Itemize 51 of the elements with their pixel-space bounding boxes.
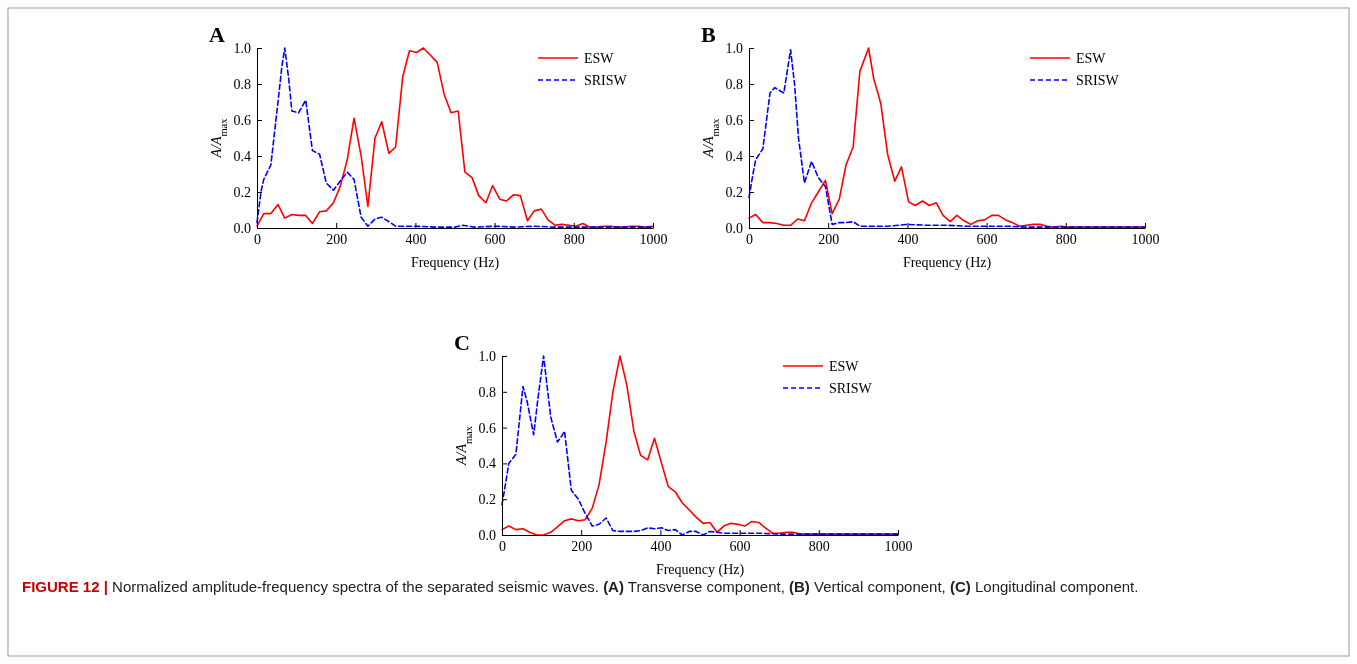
y-tick-label: 0.8 xyxy=(478,384,496,400)
legend-label: SRISW xyxy=(1076,73,1120,88)
line-series xyxy=(501,355,899,536)
x-axis-title: Frequency (Hz) xyxy=(902,255,992,271)
legend-label: ESW xyxy=(584,51,615,66)
y-tick-label: 0.2 xyxy=(725,184,743,200)
legend-label: ESW xyxy=(829,359,860,374)
y-tick-label: 0.8 xyxy=(725,76,743,92)
x-tick-label: 200 xyxy=(818,231,840,247)
y-tick-label: 1.0 xyxy=(233,40,251,56)
legend-label: SRISW xyxy=(829,381,873,396)
x-tick-label: 400 xyxy=(405,231,427,247)
x-tick-label: 1000 xyxy=(884,538,913,554)
y-tick-label: 0.0 xyxy=(478,527,496,543)
y-tick-label: 1.0 xyxy=(478,348,496,364)
y-tick-label: 0.2 xyxy=(233,184,251,200)
x-tick-label: 0 xyxy=(499,538,506,554)
x-tick-label: 800 xyxy=(1055,231,1077,247)
legend-label: SRISW xyxy=(584,73,628,88)
y-tick-label: 0.4 xyxy=(233,148,251,164)
x-tick-label: 600 xyxy=(729,538,751,554)
y-tick-label: 0.4 xyxy=(725,148,743,164)
x-tick-label: 400 xyxy=(897,231,919,247)
x-tick-label: 800 xyxy=(808,538,830,554)
x-tick-label: 400 xyxy=(650,538,672,554)
y-tick-label: 0.2 xyxy=(478,492,496,508)
x-tick-label: 0 xyxy=(746,231,753,247)
chart-title: A xyxy=(209,22,225,47)
x-tick-label: 600 xyxy=(484,231,506,247)
chart-title: B xyxy=(701,22,716,47)
y-tick-label: 0.6 xyxy=(478,420,496,436)
y-tick-label: 0.0 xyxy=(725,220,743,236)
caption: FIGURE 12 | Normalized amplitude-frequency spectra of the separated seismic waves. (A) Transverse component, (B) Vertical component, (C) Longitudinal component. xyxy=(22,578,1139,595)
x-tick-label: 200 xyxy=(571,538,593,554)
y-tick-label: 0.8 xyxy=(233,76,251,92)
y-tick-label: 0.6 xyxy=(233,112,251,128)
y-tick-label: 1.0 xyxy=(725,40,743,56)
x-tick-label: 800 xyxy=(563,231,585,247)
x-tick-label: 200 xyxy=(326,231,348,247)
chart-title: C xyxy=(454,330,470,355)
x-tick-label: 1000 xyxy=(639,231,668,247)
x-tick-label: 0 xyxy=(254,231,261,247)
y-tick-label: 0.4 xyxy=(478,456,496,472)
line-series xyxy=(256,47,654,228)
x-axis-title: Frequency (Hz) xyxy=(410,255,500,271)
y-tick-label: 0.0 xyxy=(233,220,251,236)
legend-label: ESW xyxy=(1076,51,1107,66)
x-tick-label: 600 xyxy=(976,231,998,247)
x-axis-title: Frequency (Hz) xyxy=(655,562,745,578)
y-tick-label: 0.6 xyxy=(725,112,743,128)
x-tick-label: 1000 xyxy=(1131,231,1160,247)
